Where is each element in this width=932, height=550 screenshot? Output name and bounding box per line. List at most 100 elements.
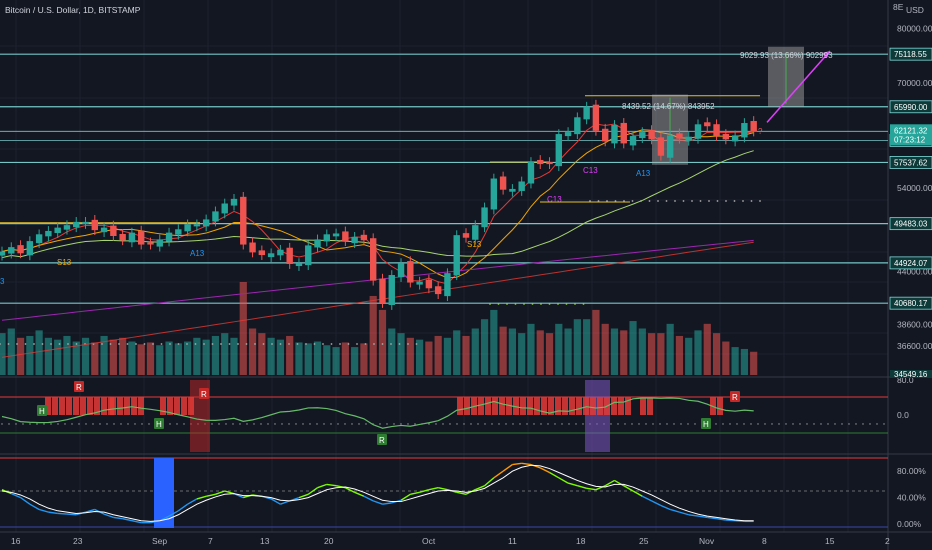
- candle[interactable]: [602, 128, 609, 142]
- axis-menu-label[interactable]: 8E: [893, 2, 904, 12]
- candle[interactable]: [240, 196, 247, 245]
- candle[interactable]: [370, 238, 377, 281]
- candle[interactable]: [202, 219, 210, 227]
- candle[interactable]: [750, 121, 757, 132]
- candle[interactable]: [434, 286, 442, 295]
- volume-bar: [648, 333, 656, 375]
- candle[interactable]: [128, 232, 136, 243]
- candle[interactable]: [100, 227, 108, 233]
- candle[interactable]: [175, 229, 182, 235]
- candle[interactable]: [546, 162, 553, 165]
- candle[interactable]: [314, 239, 321, 248]
- candle[interactable]: [472, 225, 479, 240]
- candle[interactable]: [666, 135, 674, 158]
- stoch-fast-line: [354, 491, 365, 497]
- candle[interactable]: [462, 233, 470, 238]
- candle[interactable]: [8, 247, 15, 254]
- candle[interactable]: [564, 132, 572, 137]
- candle[interactable]: [35, 234, 43, 244]
- candle[interactable]: [147, 242, 154, 245]
- candle[interactable]: [258, 250, 266, 256]
- candle[interactable]: [685, 136, 692, 141]
- time-axis[interactable]: 16 23 Sep 7 13 20 Oct 11 18 25 Nov 8 15 2: [11, 536, 890, 546]
- volume-bar: [351, 347, 359, 375]
- candle[interactable]: [537, 159, 544, 165]
- level-price-tag: [889, 156, 932, 169]
- candle[interactable]: [45, 230, 52, 237]
- candle[interactable]: [193, 224, 201, 227]
- candle[interactable]: [731, 135, 739, 142]
- candle[interactable]: [286, 247, 293, 265]
- dot: [148, 423, 150, 425]
- candle[interactable]: [17, 245, 24, 254]
- candle[interactable]: [73, 221, 80, 228]
- candle[interactable]: [518, 181, 525, 191]
- candle[interactable]: [425, 279, 433, 289]
- signal-marker: [37, 405, 47, 416]
- candle[interactable]: [342, 231, 349, 242]
- candle[interactable]: [63, 225, 71, 230]
- candle[interactable]: [583, 106, 590, 120]
- candle[interactable]: [407, 261, 414, 283]
- annotations: 9029.93 (13.66%) 902993 8439.52 (14.67%) …: [0, 51, 833, 286]
- candle[interactable]: [574, 117, 581, 135]
- time-tick-label: 7: [208, 536, 213, 546]
- candle[interactable]: [481, 207, 488, 228]
- candle[interactable]: [704, 122, 711, 127]
- price-axis[interactable]: 80000.00 70000.00 54000.00 44000.00 38600.00…: [889, 24, 932, 379]
- candle[interactable]: [184, 224, 191, 232]
- candle[interactable]: [212, 211, 219, 222]
- candles[interactable]: [0, 99, 757, 310]
- candle[interactable]: [694, 124, 702, 139]
- candle[interactable]: [267, 253, 275, 258]
- candle[interactable]: [295, 263, 303, 267]
- candle[interactable]: [323, 234, 330, 242]
- candle[interactable]: [230, 198, 238, 206]
- candle[interactable]: [156, 239, 163, 247]
- candle[interactable]: [639, 132, 646, 139]
- candle[interactable]: [657, 137, 665, 156]
- candle[interactable]: [82, 221, 89, 224]
- candle[interactable]: [138, 230, 145, 245]
- candle[interactable]: [555, 134, 562, 167]
- candle[interactable]: [379, 278, 386, 303]
- candle[interactable]: [527, 161, 535, 184]
- candle[interactable]: [388, 275, 395, 306]
- candle[interactable]: [91, 219, 98, 231]
- candle[interactable]: [722, 134, 730, 140]
- candle[interactable]: [648, 130, 655, 140]
- candle[interactable]: [249, 242, 256, 253]
- candle[interactable]: [332, 233, 340, 237]
- candle[interactable]: [360, 234, 368, 241]
- candle[interactable]: [499, 176, 507, 190]
- candle[interactable]: [629, 136, 637, 146]
- candle[interactable]: [416, 281, 423, 285]
- last-price-tag[interactable]: [890, 124, 932, 146]
- candle[interactable]: [119, 233, 126, 241]
- candle[interactable]: [509, 188, 516, 192]
- candle[interactable]: [277, 249, 284, 256]
- candle[interactable]: [713, 124, 720, 137]
- candle[interactable]: [305, 245, 312, 266]
- candle[interactable]: [592, 104, 600, 131]
- candle[interactable]: [221, 203, 228, 214]
- candle[interactable]: [676, 133, 683, 139]
- currency-label[interactable]: USD: [906, 5, 924, 15]
- candle[interactable]: [165, 232, 173, 242]
- candle[interactable]: [0, 251, 6, 256]
- candle[interactable]: [110, 225, 117, 237]
- candle[interactable]: [351, 236, 358, 244]
- candle[interactable]: [620, 122, 627, 144]
- candle[interactable]: [26, 241, 34, 256]
- dot: [523, 303, 525, 305]
- candle[interactable]: [397, 263, 405, 278]
- candle[interactable]: [444, 273, 451, 297]
- candle[interactable]: [611, 124, 618, 144]
- signal-marker: [730, 391, 740, 402]
- candle[interactable]: [54, 227, 61, 233]
- candle[interactable]: [741, 123, 748, 138]
- candle[interactable]: [490, 178, 498, 210]
- candle[interactable]: [453, 235, 460, 276]
- dot: [624, 423, 626, 425]
